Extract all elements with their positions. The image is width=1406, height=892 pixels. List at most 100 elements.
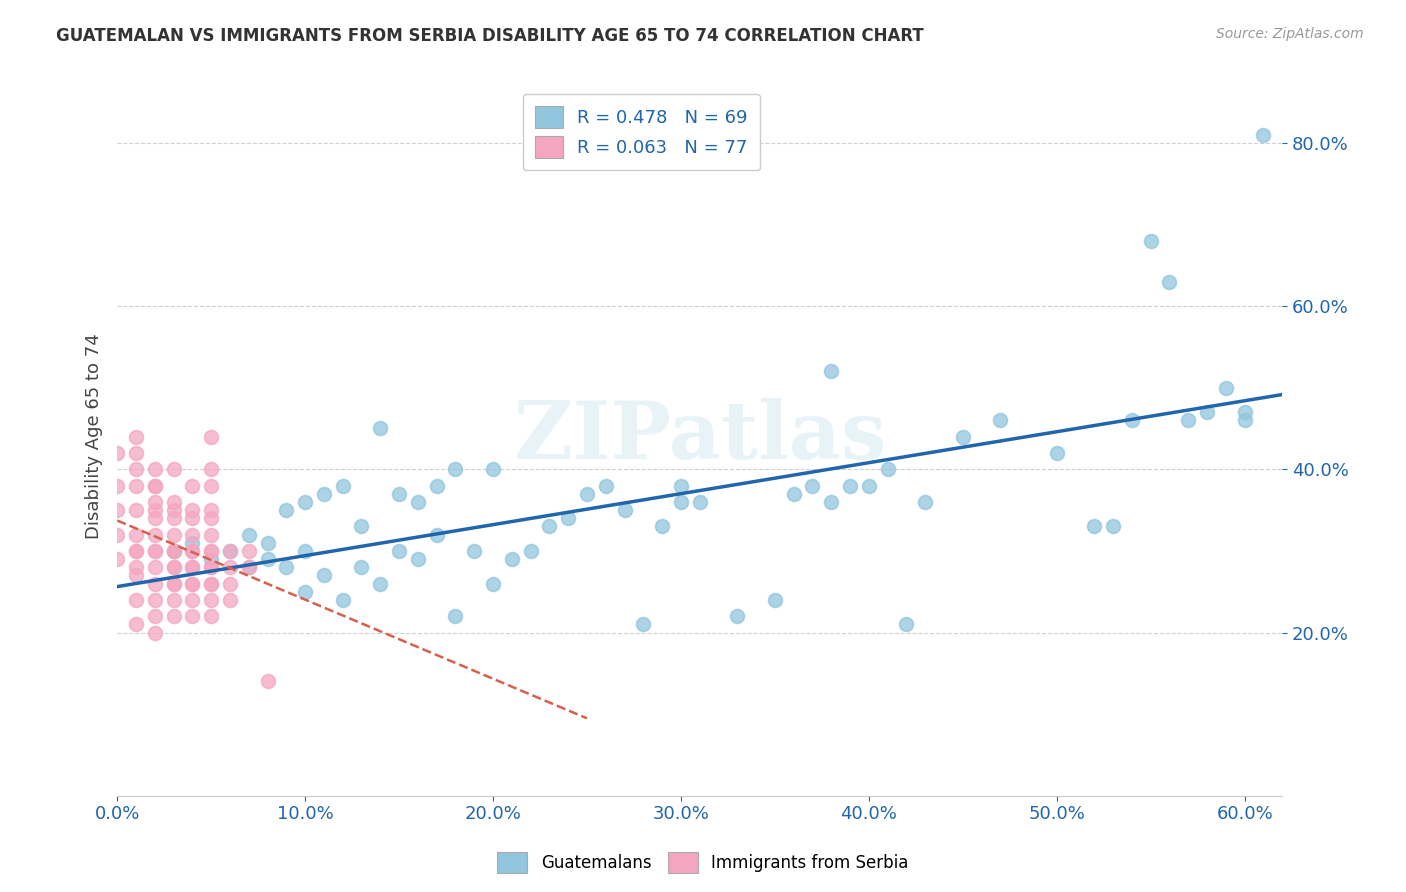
Point xyxy=(1233,413,1256,427)
Point xyxy=(219,592,242,607)
Point xyxy=(143,527,166,541)
Point xyxy=(820,495,842,509)
Point xyxy=(763,592,786,607)
Point xyxy=(105,446,128,460)
Point xyxy=(200,576,222,591)
Point xyxy=(988,413,1011,427)
Point xyxy=(200,609,222,624)
Point xyxy=(1121,413,1143,427)
Point xyxy=(294,495,316,509)
Point xyxy=(143,511,166,525)
Point xyxy=(238,527,260,541)
Point xyxy=(125,568,148,582)
Legend: R = 0.478   N = 69, R = 0.063   N = 77: R = 0.478 N = 69, R = 0.063 N = 77 xyxy=(523,94,761,170)
Point xyxy=(1159,275,1181,289)
Point xyxy=(332,592,354,607)
Point xyxy=(256,552,278,566)
Point xyxy=(238,560,260,574)
Point xyxy=(426,478,449,492)
Point xyxy=(669,478,692,492)
Point xyxy=(1177,413,1199,427)
Point xyxy=(181,560,204,574)
Point xyxy=(143,478,166,492)
Point xyxy=(725,609,748,624)
Point xyxy=(162,576,184,591)
Point xyxy=(181,576,204,591)
Point xyxy=(162,560,184,574)
Point xyxy=(162,560,184,574)
Point xyxy=(388,544,411,558)
Text: ZIPatlas: ZIPatlas xyxy=(513,398,886,475)
Point xyxy=(162,544,184,558)
Point xyxy=(1083,519,1105,533)
Point xyxy=(200,544,222,558)
Point xyxy=(482,462,505,476)
Point xyxy=(256,674,278,689)
Point xyxy=(105,527,128,541)
Point xyxy=(181,609,204,624)
Point xyxy=(651,519,673,533)
Point xyxy=(332,478,354,492)
Point xyxy=(181,503,204,517)
Point xyxy=(219,544,242,558)
Point xyxy=(162,495,184,509)
Point xyxy=(501,552,523,566)
Point xyxy=(162,527,184,541)
Point xyxy=(200,503,222,517)
Point xyxy=(200,429,222,443)
Point xyxy=(181,576,204,591)
Point xyxy=(181,544,204,558)
Point xyxy=(1197,405,1219,419)
Point xyxy=(406,552,429,566)
Point xyxy=(595,478,617,492)
Point xyxy=(1233,405,1256,419)
Point xyxy=(276,560,298,574)
Point xyxy=(143,576,166,591)
Point xyxy=(200,560,222,574)
Y-axis label: Disability Age 65 to 74: Disability Age 65 to 74 xyxy=(86,334,103,540)
Point xyxy=(181,592,204,607)
Text: Source: ZipAtlas.com: Source: ZipAtlas.com xyxy=(1216,27,1364,41)
Point xyxy=(689,495,711,509)
Point xyxy=(219,560,242,574)
Point xyxy=(368,421,391,435)
Point xyxy=(105,478,128,492)
Point xyxy=(613,503,636,517)
Text: GUATEMALAN VS IMMIGRANTS FROM SERBIA DISABILITY AGE 65 TO 74 CORRELATION CHART: GUATEMALAN VS IMMIGRANTS FROM SERBIA DIS… xyxy=(56,27,924,45)
Point xyxy=(181,544,204,558)
Point xyxy=(219,544,242,558)
Point xyxy=(519,544,541,558)
Point xyxy=(1215,381,1237,395)
Point xyxy=(200,560,222,574)
Point xyxy=(143,495,166,509)
Point xyxy=(162,544,184,558)
Point xyxy=(125,544,148,558)
Point xyxy=(105,503,128,517)
Point xyxy=(952,429,974,443)
Point xyxy=(276,503,298,517)
Point xyxy=(368,576,391,591)
Point xyxy=(839,478,862,492)
Point xyxy=(143,625,166,640)
Point xyxy=(482,576,505,591)
Point xyxy=(200,544,222,558)
Point xyxy=(801,478,824,492)
Point xyxy=(162,592,184,607)
Point xyxy=(238,560,260,574)
Point xyxy=(820,364,842,378)
Point xyxy=(181,527,204,541)
Point xyxy=(162,609,184,624)
Point xyxy=(782,487,804,501)
Point xyxy=(143,544,166,558)
Point xyxy=(143,503,166,517)
Point xyxy=(143,462,166,476)
Point xyxy=(256,535,278,549)
Point xyxy=(200,592,222,607)
Point xyxy=(162,462,184,476)
Point xyxy=(575,487,598,501)
Point xyxy=(162,503,184,517)
Point xyxy=(181,511,204,525)
Point xyxy=(125,527,148,541)
Point xyxy=(238,544,260,558)
Point xyxy=(162,511,184,525)
